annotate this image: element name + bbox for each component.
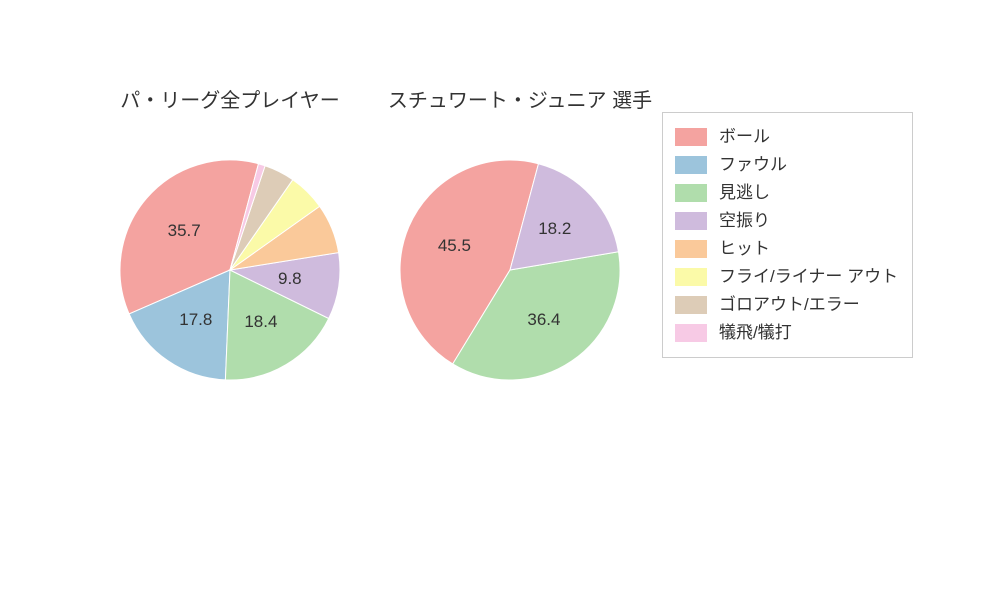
player-pie-label-swing: 18.2 <box>538 219 571 239</box>
legend-item: 見逃し <box>675 179 898 207</box>
legend-item: ゴロアウト/エラー <box>675 291 898 319</box>
legend-item: ボール <box>675 123 898 151</box>
legend: ボールファウル見逃し空振りヒットフライ/ライナー アウトゴロアウト/エラー犠飛/… <box>662 112 913 358</box>
legend-label: ファウル <box>719 151 787 179</box>
chart-canvas: パ・リーグ全プレイヤー スチュワート・ジュニア 選手 35.717.818.49… <box>0 0 1000 600</box>
legend-label: 犠飛/犠打 <box>719 319 792 347</box>
legend-swatch <box>675 184 707 202</box>
legend-label: 見逃し <box>719 179 770 207</box>
player-pie-label-miss: 36.4 <box>527 310 560 330</box>
legend-label: ボール <box>719 123 770 151</box>
legend-swatch <box>675 156 707 174</box>
legend-swatch <box>675 128 707 146</box>
legend-swatch <box>675 268 707 286</box>
legend-swatch <box>675 296 707 314</box>
legend-item: ヒット <box>675 235 898 263</box>
legend-label: フライ/ライナー アウト <box>719 263 898 291</box>
player-pie-label-ball: 45.5 <box>438 236 471 256</box>
legend-swatch <box>675 240 707 258</box>
legend-item: 空振り <box>675 207 898 235</box>
legend-label: ヒット <box>719 235 770 263</box>
legend-item: ファウル <box>675 151 898 179</box>
legend-label: ゴロアウト/エラー <box>719 291 860 319</box>
legend-swatch <box>675 212 707 230</box>
legend-item: 犠飛/犠打 <box>675 319 898 347</box>
legend-swatch <box>675 324 707 342</box>
legend-item: フライ/ライナー アウト <box>675 263 898 291</box>
legend-label: 空振り <box>719 207 770 235</box>
